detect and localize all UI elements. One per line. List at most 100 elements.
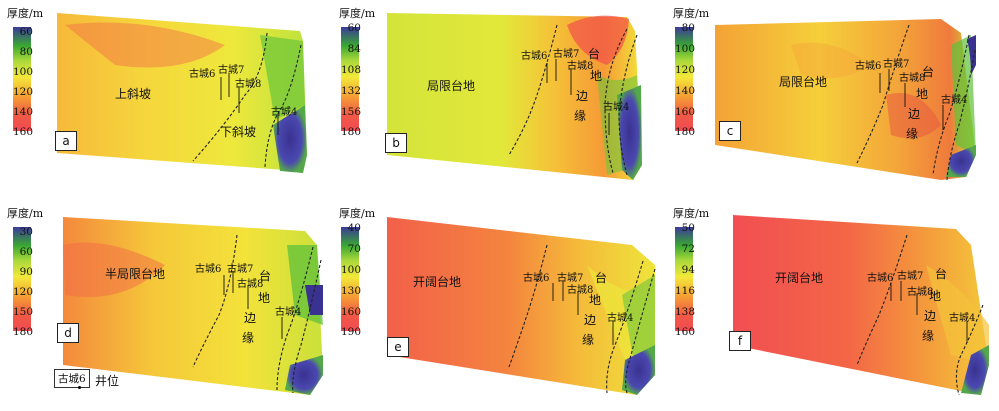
facies-boundary: [856, 234, 908, 366]
thickness-map-d: [13, 217, 323, 395]
colorbar-title: 厚度/m: [7, 207, 44, 220]
vertical-label-char: 边: [575, 89, 588, 103]
blue-zone: [285, 355, 323, 395]
facies-boundary: [625, 268, 656, 394]
colorbar-tick: 94: [681, 264, 695, 276]
region-label: 局限台地: [779, 75, 828, 89]
vertical-label-char: 台: [934, 267, 947, 281]
well-label: 古城6: [189, 69, 216, 80]
colorbar-tick: 160: [674, 106, 695, 118]
thickness-map-c: [675, 19, 976, 181]
colorbar-tick: 160: [340, 306, 361, 318]
vertical-label-char: 地: [589, 69, 602, 83]
colorbar-title: 厚度/m: [339, 7, 376, 20]
well-label: 古城4: [603, 102, 630, 113]
facies-boundary: [606, 260, 644, 394]
vertical-label-char: 边: [583, 313, 596, 327]
colorbar-tick: 140: [674, 85, 695, 97]
well-label: 古城4: [271, 107, 298, 118]
blue-zone: [946, 145, 976, 177]
vertical-label-char: 缘: [573, 109, 586, 123]
thickness-map-e: [341, 217, 656, 395]
well-label: 古城6: [195, 264, 222, 275]
panel-label: b: [385, 133, 407, 153]
facies-boundary: [192, 234, 238, 368]
vertical-label-char: 台: [921, 65, 934, 79]
facies-boundary: [618, 34, 638, 176]
facies-boundary: [856, 24, 910, 164]
green-zone: [951, 35, 976, 155]
colorbar-tick: 156: [340, 106, 361, 118]
colorbar-tick: 30: [19, 226, 33, 238]
facies-boundary: [508, 24, 558, 156]
vertical-label-char: 地: [915, 87, 928, 101]
map-surface: [715, 19, 976, 180]
well-label: 古城4: [607, 313, 634, 324]
yellow-zone: [926, 265, 989, 365]
facies-boundary: [276, 246, 314, 391]
region-label: 上斜坡: [115, 87, 152, 101]
vertical-label-char: 地: [257, 291, 270, 305]
vertical-label-char: 地: [588, 293, 601, 307]
colorbar-tick: 108: [340, 64, 361, 76]
vertical-label-char: 缘: [241, 331, 254, 345]
colorbar: [341, 27, 359, 131]
colorbar-tick: 60: [19, 246, 33, 258]
blue-zone: [617, 85, 642, 180]
facies-boundary: [192, 32, 268, 162]
colorbar: [675, 227, 693, 331]
region-label: 开阔台地: [775, 271, 824, 285]
colorbar: [13, 27, 31, 131]
panel-label: e: [387, 337, 409, 357]
well-label: 古城8: [567, 285, 594, 296]
vertical-label-char: 边: [923, 309, 936, 323]
region-label: 局限台地: [427, 79, 476, 93]
blue-zone: [305, 285, 323, 315]
region-label: 开阔台地: [413, 275, 462, 289]
panel-label: c: [719, 121, 741, 141]
colorbar-title: 厚度/m: [673, 7, 710, 20]
vertical-label-char: 缘: [581, 333, 594, 347]
red-zone: [63, 242, 165, 297]
facies-boundary: [946, 49, 976, 181]
colorbar-tick: 100: [340, 264, 361, 276]
region-label: 半局限台地: [105, 267, 166, 281]
well-label: 古城7: [553, 49, 580, 60]
colorbar-tick: 180: [674, 126, 695, 138]
well-label: 古城4: [949, 313, 976, 324]
colorbar: [675, 27, 693, 131]
colorbar-tick: 160: [674, 326, 695, 338]
colorbar-title: 厚度/m: [7, 7, 44, 20]
colorbar-tick: 100: [12, 66, 33, 78]
panel-f: 厚度/m 50 72 94 116 138 160 开阔台地 台 地 边 缘 古…: [671, 205, 991, 396]
panel-label: a: [55, 131, 77, 151]
colorbar-tick: 100: [674, 43, 695, 55]
green-zone: [260, 35, 305, 120]
well-label: 古城8: [237, 279, 264, 290]
colorbar-tick: 90: [19, 266, 33, 278]
colorbar-tick: 190: [340, 326, 361, 338]
colorbar-tick: 80: [681, 22, 695, 34]
colorbar-tick: 120: [12, 286, 33, 298]
blue-zone: [961, 345, 989, 395]
panel-a: 厚度/m 60 80 100 120 140 160 上斜坡 下斜坡 古城6 古…: [5, 5, 325, 195]
thickness-map-b: [341, 13, 642, 180]
well-label: 古城7: [557, 273, 584, 284]
well-label: 古城7: [218, 65, 245, 76]
vertical-label-char: 边: [907, 107, 920, 121]
colorbar-tick: 140: [12, 106, 33, 118]
map-surface: [387, 217, 655, 395]
colorbar-tick: 180: [340, 126, 361, 138]
red-zone: [65, 22, 225, 68]
orange-zone: [791, 42, 871, 79]
well-label: 古城6: [867, 273, 894, 284]
well-label: 古城4: [275, 307, 302, 318]
well-label: 古城6: [855, 61, 882, 72]
colorbar-tick: 80: [19, 46, 33, 58]
colorbar-tick: 116: [674, 285, 695, 297]
vertical-label-char: 台: [594, 271, 607, 285]
facies-boundary: [955, 304, 984, 396]
well-label: 古城6: [523, 273, 550, 284]
panel-label: d: [57, 323, 79, 343]
panel-d: 厚度/m 30 60 90 120 150 180 半局限台地 台 地 边 缘 …: [5, 205, 325, 395]
